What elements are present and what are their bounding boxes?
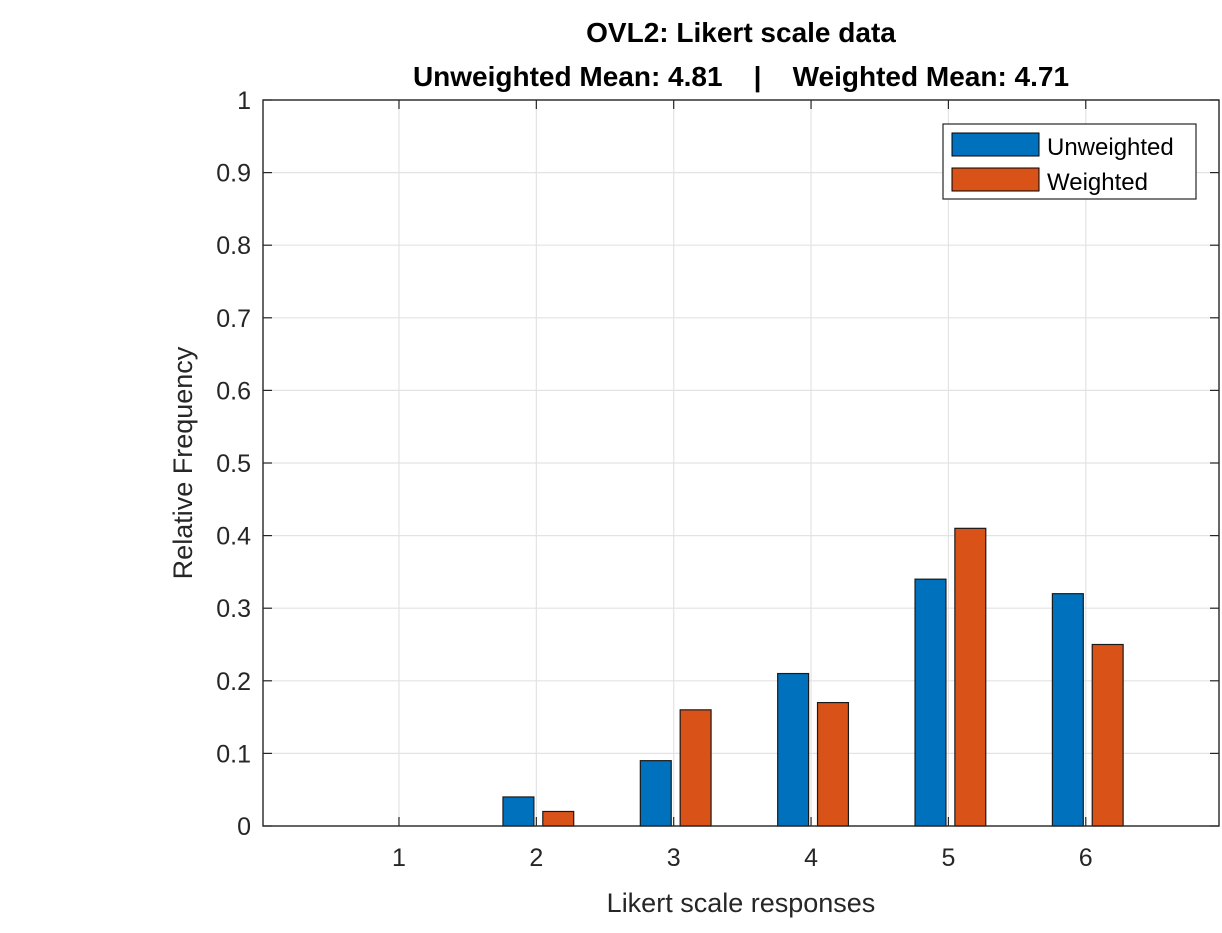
- x-tick-label: 4: [804, 844, 818, 872]
- bar-weighted-4: [816, 701, 850, 827]
- bar-weighted-5: [954, 527, 987, 827]
- bar-weighted-6: [1091, 643, 1124, 827]
- bar-weighted-2: [542, 810, 575, 827]
- chart-subtitle: Unweighted Mean: 4.81 | Weighted Mean: 4…: [413, 61, 1069, 92]
- bar-unweighted-4: [777, 672, 810, 827]
- legend-label-weighted: Weighted: [1047, 169, 1148, 196]
- x-tick-label: 6: [1079, 844, 1093, 872]
- axes: [262, 99, 1220, 827]
- x-tick-label: 5: [941, 844, 955, 872]
- grid-lines: [263, 99, 1219, 827]
- y-axis-label: Relative Frequency: [168, 346, 198, 579]
- bar-weighted-3: [679, 709, 712, 827]
- y-tick-label: 0.1: [216, 740, 251, 768]
- y-tick-label: 0.7: [216, 305, 251, 333]
- y-tick-label: 0.2: [216, 668, 251, 696]
- x-tick-label: 3: [667, 844, 681, 872]
- legend-swatch-weighted: [951, 167, 1040, 192]
- y-tick-label: 0.8: [216, 232, 251, 260]
- y-tick-label: 0.3: [216, 595, 251, 623]
- bar-unweighted-3: [639, 760, 672, 827]
- x-axis-label: Likert scale responses: [607, 888, 876, 918]
- y-tick-label: 0: [237, 813, 251, 841]
- bar-unweighted-5: [914, 578, 947, 827]
- x-tick-label: 1: [392, 844, 406, 872]
- legend-swatch-unweighted: [951, 132, 1040, 157]
- axes-frame: [262, 99, 1220, 827]
- tick-labels: 0 0.1 0.2 0.3 0.4 0.5 0.6 0.7 0.8 0.9 1 1 2 3 4 5 6: [216, 87, 1092, 872]
- chart-title: OVL2: Likert scale data: [586, 17, 896, 48]
- bar-unweighted-2: [502, 796, 535, 827]
- legend: Unweighted Weighted: [942, 123, 1197, 200]
- y-tick-label: 0.9: [216, 160, 251, 188]
- y-tick-label: 1: [237, 87, 251, 115]
- y-tick-label: 0.4: [216, 523, 251, 551]
- bar-unweighted-6: [1051, 593, 1084, 827]
- y-tick-label: 0.5: [216, 450, 251, 478]
- x-tick-label: 2: [529, 844, 543, 872]
- bars-group: [502, 527, 1124, 827]
- legend-label-unweighted: Unweighted: [1047, 134, 1174, 161]
- y-tick-label: 0.6: [216, 377, 251, 405]
